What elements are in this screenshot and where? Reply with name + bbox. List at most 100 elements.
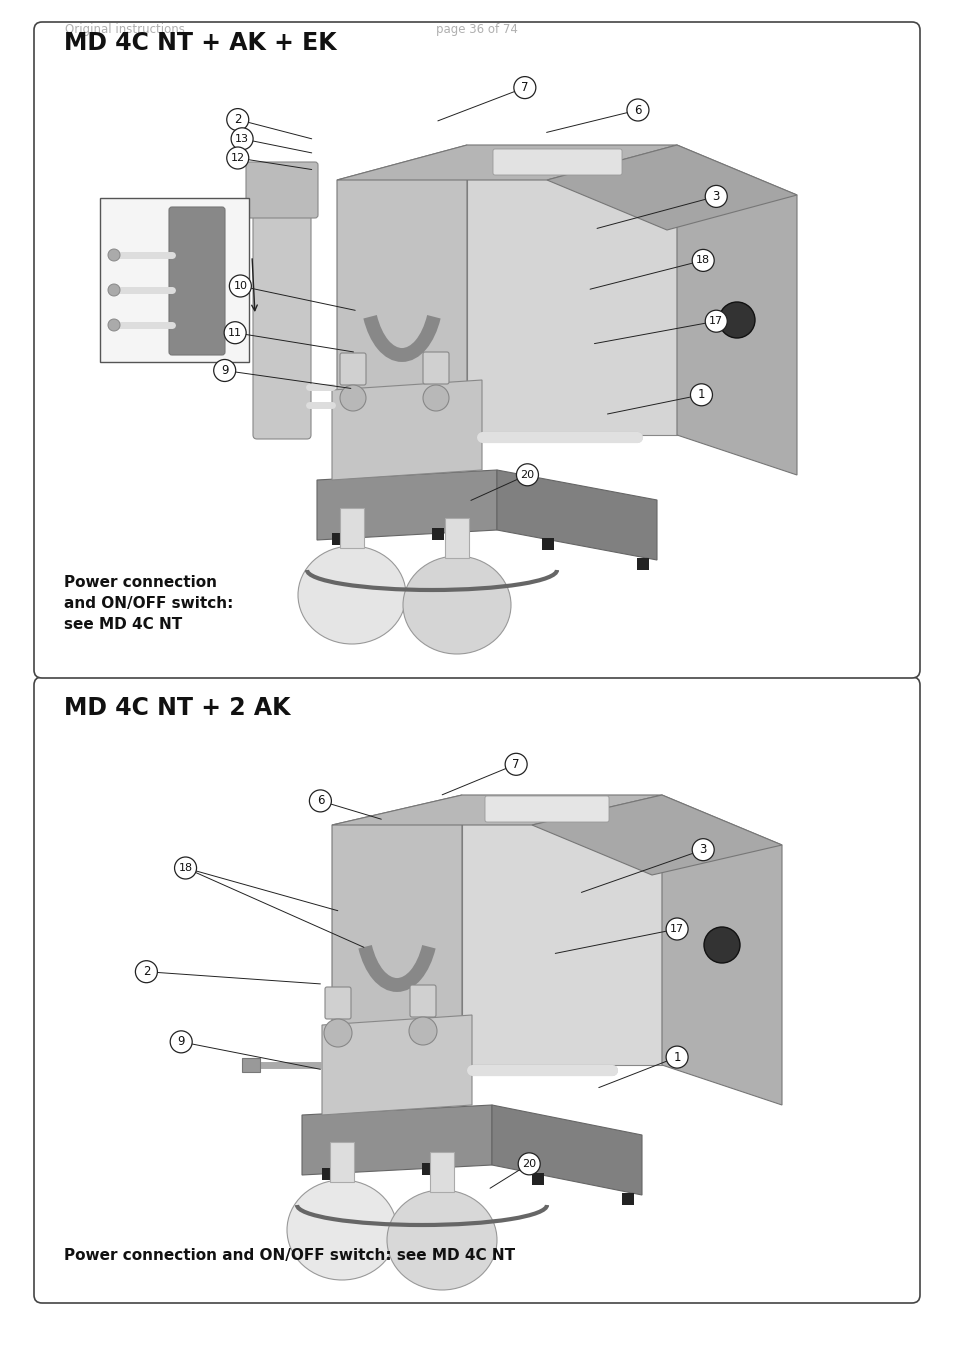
- Circle shape: [135, 961, 157, 983]
- Text: 7: 7: [512, 757, 519, 771]
- Text: Power connection
and ON/OFF switch:
see MD 4C NT: Power connection and ON/OFF switch: see …: [64, 575, 233, 632]
- FancyBboxPatch shape: [484, 796, 608, 822]
- Text: Power connection and ON/OFF switch: see MD 4C NT: Power connection and ON/OFF switch: see …: [64, 1247, 515, 1264]
- Text: Original instructions: Original instructions: [65, 23, 185, 36]
- Circle shape: [704, 310, 726, 332]
- FancyBboxPatch shape: [339, 508, 364, 548]
- FancyBboxPatch shape: [100, 198, 249, 362]
- Polygon shape: [332, 379, 481, 481]
- Polygon shape: [661, 795, 781, 1106]
- FancyBboxPatch shape: [330, 1142, 354, 1183]
- FancyBboxPatch shape: [430, 1152, 454, 1192]
- Text: 6: 6: [634, 104, 641, 116]
- Circle shape: [231, 128, 253, 150]
- Circle shape: [719, 302, 754, 338]
- FancyBboxPatch shape: [432, 528, 443, 540]
- Text: 3: 3: [699, 844, 706, 856]
- FancyBboxPatch shape: [253, 201, 311, 439]
- FancyBboxPatch shape: [444, 518, 469, 558]
- Text: 18: 18: [696, 255, 710, 266]
- Text: 9: 9: [177, 1035, 185, 1049]
- Ellipse shape: [287, 1180, 396, 1280]
- Circle shape: [517, 1153, 539, 1174]
- FancyBboxPatch shape: [169, 207, 225, 355]
- FancyBboxPatch shape: [34, 22, 919, 678]
- Polygon shape: [302, 1106, 492, 1174]
- Text: 18: 18: [178, 863, 193, 873]
- Polygon shape: [497, 470, 657, 560]
- Text: 3: 3: [712, 190, 720, 202]
- Ellipse shape: [297, 545, 406, 644]
- FancyBboxPatch shape: [242, 1058, 260, 1072]
- FancyBboxPatch shape: [637, 558, 648, 570]
- FancyBboxPatch shape: [322, 1168, 334, 1180]
- Circle shape: [213, 359, 235, 382]
- Circle shape: [505, 753, 527, 775]
- Text: MD 4C NT + 2 AK: MD 4C NT + 2 AK: [64, 697, 291, 720]
- Polygon shape: [316, 470, 497, 540]
- Circle shape: [665, 918, 687, 940]
- Circle shape: [626, 99, 648, 122]
- Circle shape: [309, 790, 331, 811]
- Polygon shape: [677, 144, 796, 475]
- FancyBboxPatch shape: [34, 676, 919, 1303]
- Polygon shape: [492, 1106, 641, 1195]
- Text: 20: 20: [521, 1158, 536, 1169]
- Polygon shape: [467, 144, 677, 435]
- Circle shape: [422, 385, 449, 410]
- Text: 2: 2: [233, 113, 241, 126]
- Circle shape: [224, 321, 246, 344]
- Polygon shape: [461, 795, 661, 1065]
- FancyBboxPatch shape: [246, 162, 317, 217]
- Text: 1: 1: [697, 389, 704, 401]
- Circle shape: [339, 385, 366, 410]
- Polygon shape: [332, 795, 661, 825]
- FancyBboxPatch shape: [339, 352, 366, 385]
- FancyBboxPatch shape: [422, 352, 449, 383]
- Circle shape: [174, 857, 196, 879]
- Circle shape: [227, 108, 249, 131]
- Text: 12: 12: [231, 153, 245, 163]
- Text: 2: 2: [143, 965, 150, 979]
- Circle shape: [704, 185, 726, 208]
- Text: 13: 13: [234, 134, 249, 144]
- Circle shape: [108, 319, 120, 331]
- FancyBboxPatch shape: [421, 1162, 434, 1174]
- Polygon shape: [532, 795, 781, 875]
- Circle shape: [516, 464, 537, 486]
- Text: 20: 20: [519, 470, 534, 479]
- FancyBboxPatch shape: [532, 1173, 543, 1185]
- FancyBboxPatch shape: [332, 533, 344, 545]
- Circle shape: [514, 77, 536, 99]
- Polygon shape: [336, 144, 467, 464]
- Polygon shape: [336, 144, 677, 180]
- Text: 6: 6: [316, 794, 324, 807]
- Circle shape: [703, 927, 740, 963]
- FancyBboxPatch shape: [541, 539, 554, 549]
- Polygon shape: [332, 795, 461, 1095]
- Ellipse shape: [402, 556, 511, 653]
- Ellipse shape: [387, 1189, 497, 1291]
- Text: 9: 9: [221, 364, 228, 377]
- FancyBboxPatch shape: [621, 1193, 634, 1206]
- Circle shape: [170, 1031, 192, 1053]
- Text: 1: 1: [673, 1050, 680, 1064]
- Circle shape: [690, 383, 712, 406]
- Text: 7: 7: [520, 81, 528, 95]
- FancyBboxPatch shape: [493, 148, 621, 176]
- FancyBboxPatch shape: [325, 987, 351, 1019]
- Circle shape: [409, 1017, 436, 1045]
- Circle shape: [108, 284, 120, 296]
- Circle shape: [692, 838, 714, 861]
- Polygon shape: [322, 1015, 472, 1115]
- Text: 17: 17: [669, 923, 683, 934]
- Text: 11: 11: [228, 328, 242, 338]
- Circle shape: [108, 248, 120, 261]
- Text: 17: 17: [708, 316, 722, 327]
- Circle shape: [692, 250, 714, 271]
- Circle shape: [229, 275, 251, 297]
- Circle shape: [665, 1046, 687, 1068]
- Text: page 36 of 74: page 36 of 74: [436, 23, 517, 36]
- Text: 10: 10: [233, 281, 247, 292]
- Text: MD 4C NT + AK + EK: MD 4C NT + AK + EK: [64, 31, 336, 55]
